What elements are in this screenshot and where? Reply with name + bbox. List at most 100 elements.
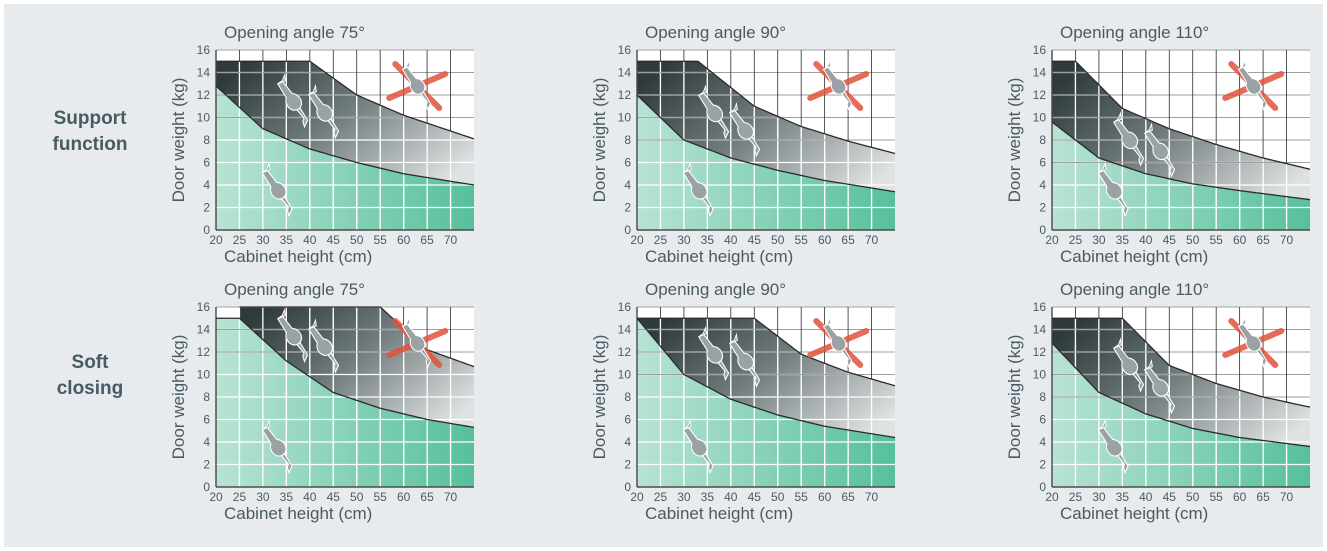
chart-4: 0 2 4 6 8 10 12 14 16 20 25 30 35 40 45 50 55 60 65 70 Cabin… bbox=[590, 280, 896, 523]
hinge-icon bbox=[822, 59, 853, 112]
x-tick-label: 30 bbox=[256, 490, 270, 504]
not-allowed-cross-icon bbox=[1222, 59, 1285, 112]
y-tick-label: 14 bbox=[1033, 323, 1047, 337]
y-tick-label: 10 bbox=[1033, 111, 1047, 125]
area-series-1 bbox=[637, 318, 895, 438]
x-tick-label: 25 bbox=[233, 233, 247, 247]
chart-title: Opening angle 110° bbox=[1060, 23, 1209, 42]
y-tick-label: 14 bbox=[197, 323, 211, 337]
hinge-icon bbox=[401, 59, 432, 112]
y-tick-label: 0 bbox=[1039, 223, 1046, 237]
x-tick-label: 40 bbox=[303, 233, 317, 247]
y-tick-label: 12 bbox=[1033, 88, 1047, 102]
row-label-line: Support bbox=[53, 108, 127, 129]
hinge-icon bbox=[1097, 418, 1129, 475]
x-tick-label: 55 bbox=[1210, 490, 1224, 504]
x-axis-label: Cabinet height (cm) bbox=[1060, 247, 1208, 266]
y-tick-label: 4 bbox=[624, 435, 631, 449]
y-tick-label: 6 bbox=[1039, 156, 1046, 170]
x-tick-label: 50 bbox=[771, 233, 785, 247]
not-allowed-cross-icon bbox=[807, 316, 870, 369]
x-tick-label: 40 bbox=[724, 490, 738, 504]
y-tick-label: 2 bbox=[624, 458, 631, 472]
x-tick-label: 25 bbox=[1069, 233, 1083, 247]
x-axis-label: Cabinet height (cm) bbox=[224, 247, 372, 266]
y-tick-label: 2 bbox=[1039, 201, 1046, 215]
y-tick-label: 0 bbox=[203, 480, 210, 494]
y-tick-label: 6 bbox=[624, 413, 631, 427]
x-tick-label: 45 bbox=[1163, 233, 1177, 247]
y-tick-label: 10 bbox=[618, 368, 632, 382]
x-tick-label: 20 bbox=[209, 490, 223, 504]
hinge-icon bbox=[1113, 111, 1145, 167]
not-allowed-cross-icon bbox=[386, 316, 449, 369]
hinge-icon bbox=[307, 318, 340, 374]
series-line-1 bbox=[1052, 60, 1311, 170]
hinge-icon bbox=[1113, 337, 1145, 393]
hinge-icon bbox=[728, 332, 761, 388]
y-tick-label: 10 bbox=[1033, 368, 1047, 382]
x-tick-label: 35 bbox=[701, 233, 715, 247]
y-tick-label: 8 bbox=[1039, 133, 1046, 147]
x-tick-label: 55 bbox=[374, 233, 388, 247]
hinge-icon bbox=[698, 84, 730, 140]
row-label-line: function bbox=[52, 134, 128, 155]
y-tick-label: 4 bbox=[203, 178, 210, 192]
x-tick-label: 60 bbox=[397, 233, 411, 247]
x-tick-label: 45 bbox=[748, 490, 762, 504]
x-tick-label: 60 bbox=[1233, 233, 1247, 247]
x-tick-label: 20 bbox=[1045, 233, 1059, 247]
y-axis-label: Door weight (kg) bbox=[1005, 335, 1024, 460]
y-tick-label: 8 bbox=[624, 390, 631, 404]
x-tick-label: 35 bbox=[701, 490, 715, 504]
row-label-line: Soft bbox=[71, 352, 109, 373]
series-line-0 bbox=[636, 94, 896, 193]
area-series-1 bbox=[216, 61, 474, 185]
hinge-icon bbox=[682, 161, 714, 218]
y-tick-label: 16 bbox=[1033, 43, 1047, 57]
y-axis-label: Door weight (kg) bbox=[1005, 78, 1024, 203]
chart-3: 0 2 4 6 8 10 12 14 16 20 25 30 35 40 45 50 55 60 65 70 Cabin… bbox=[169, 280, 475, 523]
y-tick-label: 0 bbox=[203, 223, 210, 237]
not-allowed-cross-icon bbox=[807, 59, 870, 112]
series-line-0 bbox=[1051, 342, 1311, 448]
not-allowed-cross-icon bbox=[1222, 316, 1285, 369]
x-tick-label: 65 bbox=[420, 233, 434, 247]
hinge-icon bbox=[261, 161, 293, 218]
series-line-1 bbox=[239, 306, 475, 368]
x-tick-label: 55 bbox=[795, 233, 809, 247]
x-axis-label: Cabinet height (cm) bbox=[1060, 504, 1208, 523]
y-tick-label: 8 bbox=[203, 390, 210, 404]
y-tick-label: 2 bbox=[203, 201, 210, 215]
x-tick-label: 50 bbox=[1186, 490, 1200, 504]
x-tick-label: 35 bbox=[1116, 233, 1130, 247]
y-tick-label: 16 bbox=[618, 43, 632, 57]
chart-title: Opening angle 75° bbox=[224, 23, 365, 42]
y-tick-label: 16 bbox=[1033, 300, 1047, 314]
x-tick-label: 55 bbox=[1210, 233, 1224, 247]
y-tick-label: 14 bbox=[1033, 66, 1047, 80]
x-tick-label: 60 bbox=[818, 490, 832, 504]
y-tick-label: 8 bbox=[1039, 390, 1046, 404]
x-tick-label: 30 bbox=[1092, 233, 1106, 247]
y-tick-label: 10 bbox=[618, 111, 632, 125]
x-axis-label: Cabinet height (cm) bbox=[224, 504, 372, 523]
y-axis-label: Door weight (kg) bbox=[590, 78, 609, 203]
y-tick-label: 4 bbox=[203, 435, 210, 449]
row-label-support-function: Support function bbox=[20, 106, 160, 158]
y-tick-label: 4 bbox=[624, 178, 631, 192]
x-tick-label: 30 bbox=[677, 233, 691, 247]
hinge-icon bbox=[1237, 316, 1268, 369]
chart-title: Opening angle 110° bbox=[1060, 280, 1209, 299]
y-axis-label: Door weight (kg) bbox=[169, 335, 188, 460]
x-tick-label: 65 bbox=[841, 490, 855, 504]
x-tick-label: 50 bbox=[350, 490, 364, 504]
chart-1: 0 2 4 6 8 10 12 14 16 20 25 30 35 40 45 50 55 60 65 70 Cabin… bbox=[590, 23, 896, 266]
hinge-icon bbox=[277, 73, 309, 129]
x-tick-label: 60 bbox=[397, 490, 411, 504]
x-tick-label: 65 bbox=[1256, 490, 1270, 504]
x-tick-label: 40 bbox=[1139, 233, 1153, 247]
x-tick-label: 70 bbox=[1280, 233, 1294, 247]
series-line-0 bbox=[215, 85, 475, 186]
